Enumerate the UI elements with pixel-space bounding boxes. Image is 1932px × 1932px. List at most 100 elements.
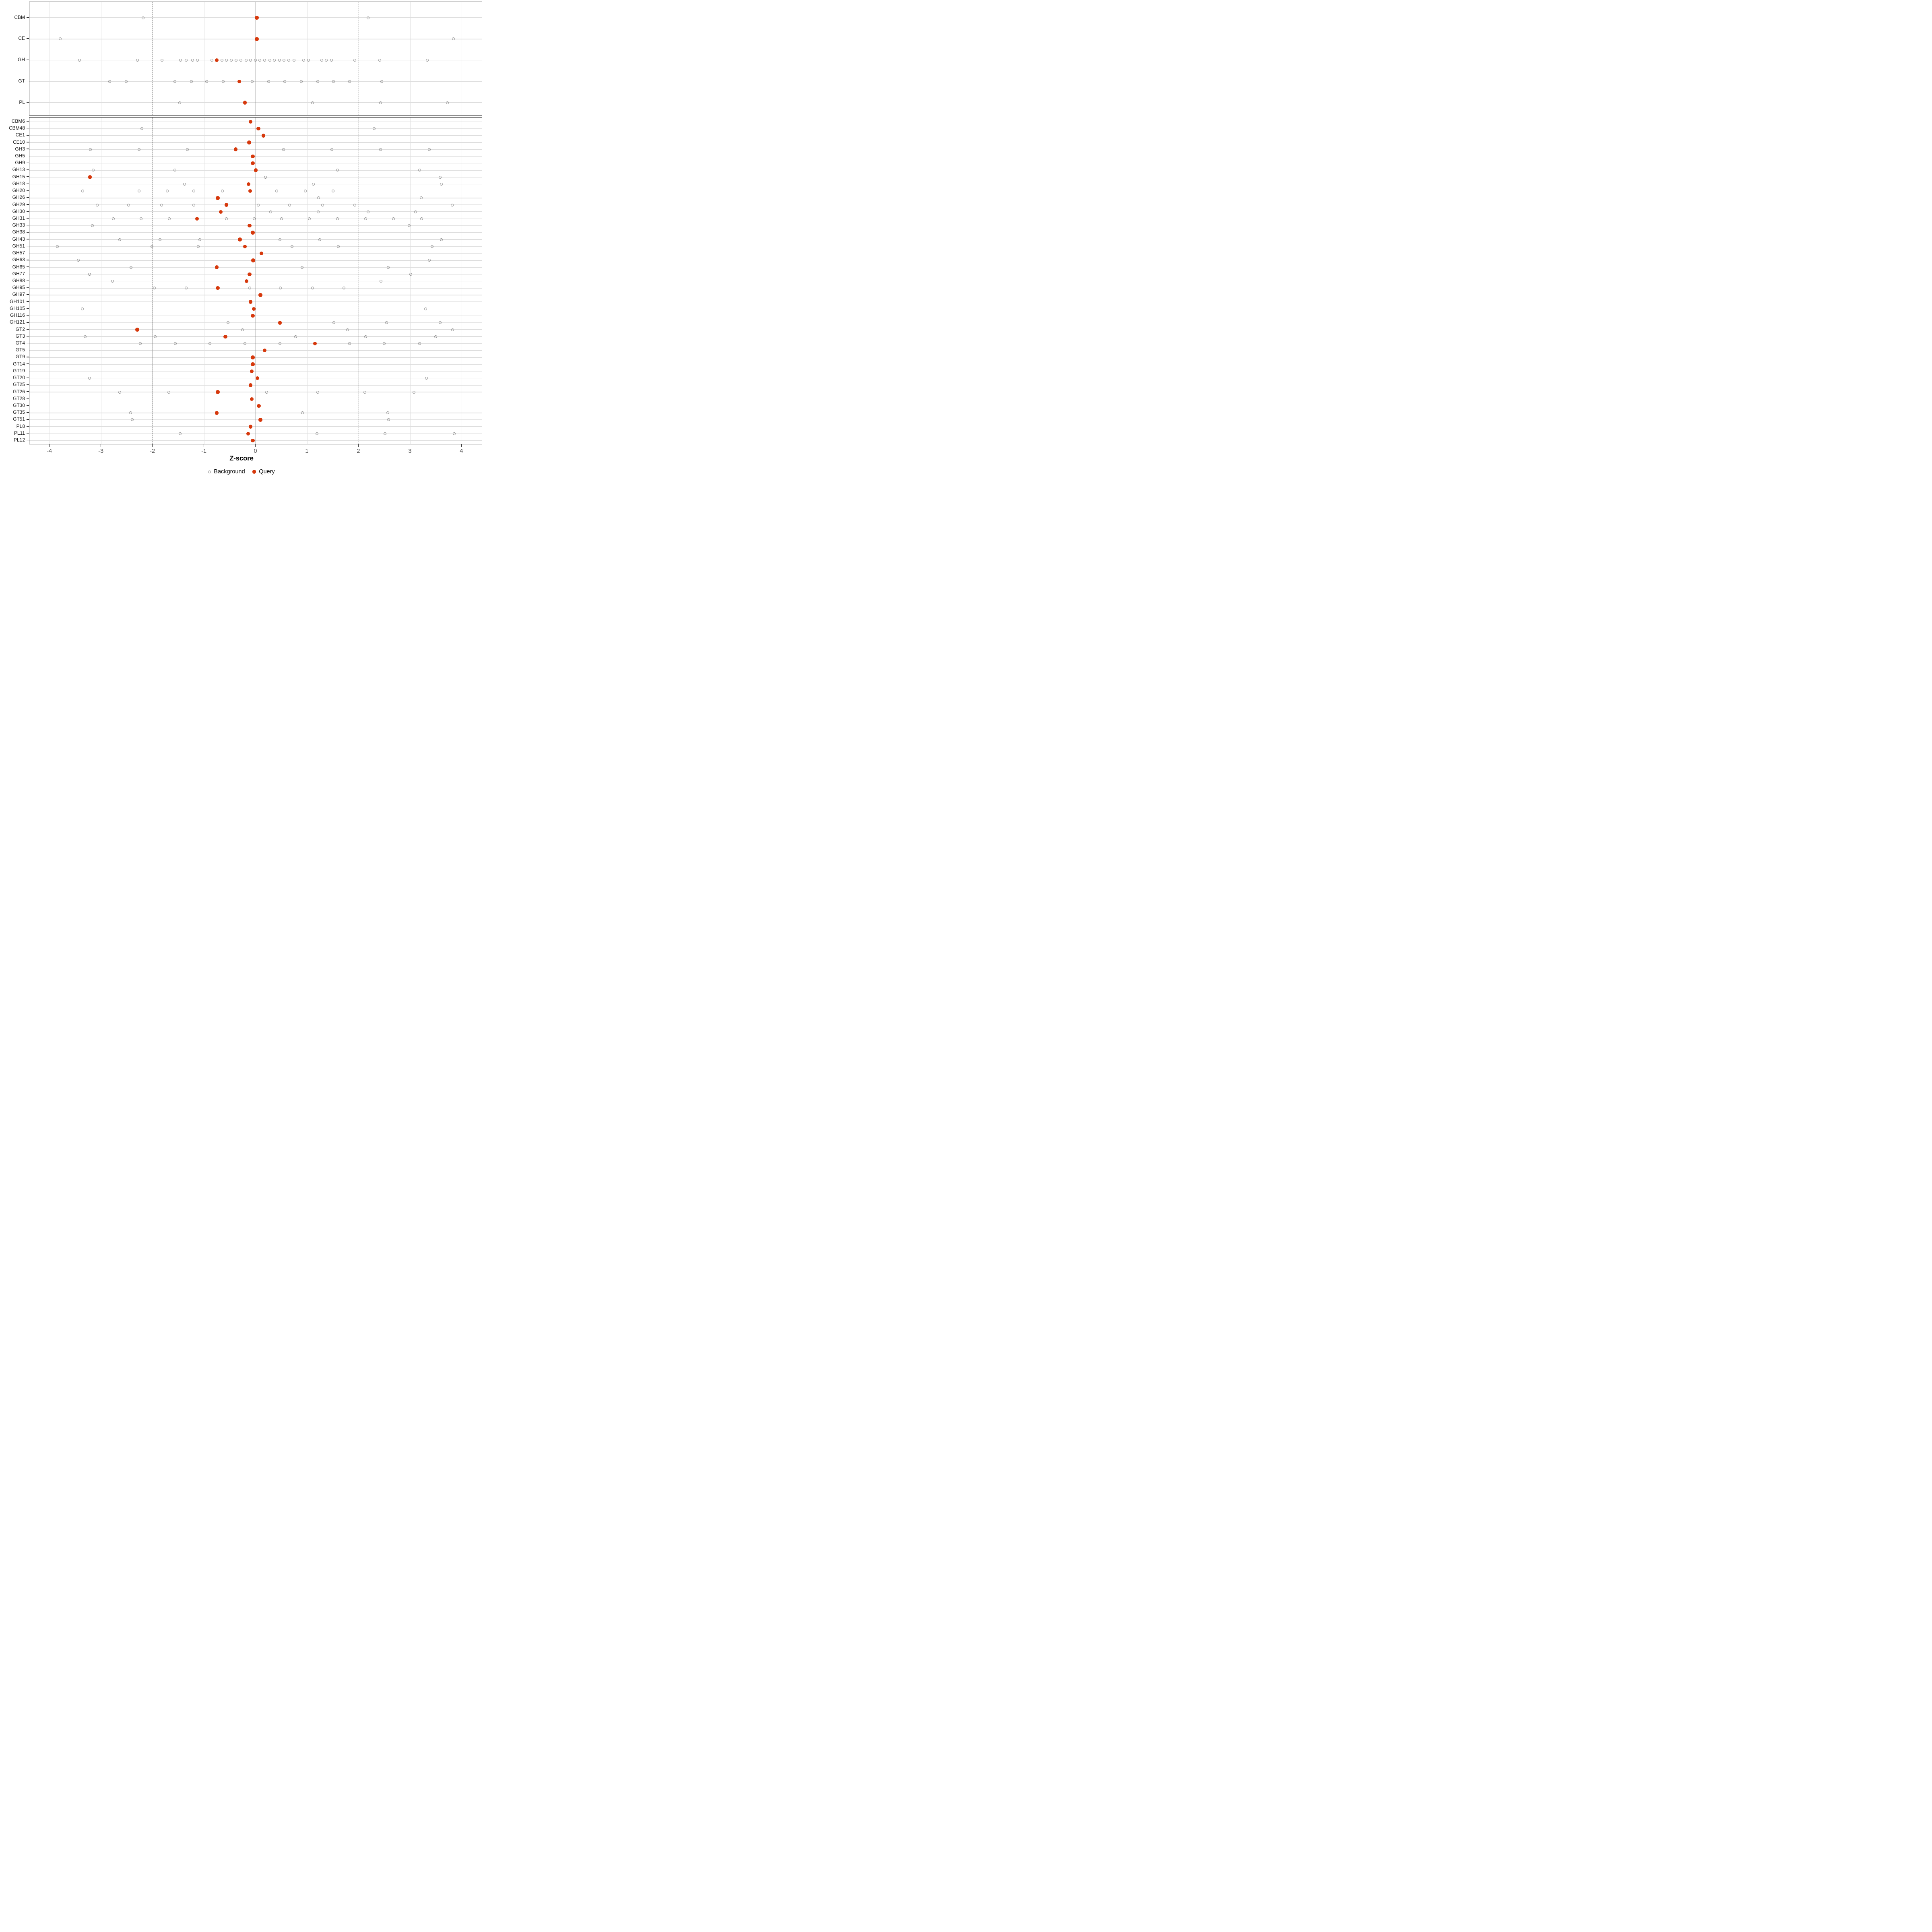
- row-label-GH51: GH51: [12, 243, 25, 249]
- y-tick-GT3: [26, 336, 29, 337]
- query-point: [248, 189, 252, 193]
- background-point: [420, 217, 423, 220]
- y-tick-GH38: [26, 232, 29, 233]
- background-point: [268, 59, 271, 62]
- row-gridline-GH5: [29, 156, 482, 157]
- background-point: [183, 182, 186, 186]
- background-point: [336, 169, 339, 172]
- background-point: [382, 342, 386, 345]
- query-point: [250, 397, 254, 401]
- background-point: [353, 203, 356, 206]
- background-point: [153, 287, 156, 290]
- background-point: [91, 224, 94, 227]
- y-tick-GH15: [26, 176, 29, 177]
- background-point: [316, 432, 319, 435]
- y-tick-GH51: [26, 246, 29, 247]
- background-point: [279, 287, 282, 290]
- row-label-GT19: GT19: [12, 367, 25, 374]
- y-tick-GH57: [26, 252, 29, 254]
- background-point: [366, 16, 369, 19]
- background-point: [185, 287, 188, 290]
- row-label-GT51: GT51: [12, 416, 25, 422]
- background-point: [150, 245, 153, 248]
- background-point: [258, 59, 262, 62]
- query-point: [248, 300, 253, 304]
- x-axis-title: Z-score: [229, 455, 254, 462]
- row-label-GH105: GH105: [9, 305, 25, 311]
- row-gridline-GT30: [29, 405, 482, 407]
- background-point: [316, 390, 319, 394]
- background-point: [280, 217, 283, 220]
- row-gridline-GH77: [29, 274, 482, 275]
- background-point: [428, 259, 431, 262]
- background-point: [118, 390, 122, 394]
- background-point: [380, 80, 384, 83]
- background-point: [278, 59, 281, 62]
- row-label-GH18: GH18: [12, 180, 25, 186]
- background-point: [58, 37, 62, 41]
- y-tick-GH95: [26, 287, 29, 288]
- row-gridline-PL11: [29, 433, 482, 434]
- background-point: [141, 16, 144, 19]
- y-tick-GH121: [26, 322, 29, 323]
- background-point: [198, 238, 201, 241]
- background-point: [364, 217, 367, 220]
- background-point: [84, 335, 87, 338]
- row-label-GT5: GT5: [15, 347, 25, 353]
- query-point: [243, 244, 247, 249]
- background-point: [244, 342, 247, 345]
- background-point: [348, 80, 351, 83]
- background-point: [330, 148, 334, 151]
- row-label-GH101: GH101: [9, 298, 25, 304]
- background-point: [137, 190, 140, 193]
- background-point: [88, 377, 91, 380]
- background-point: [173, 80, 177, 83]
- background-point: [239, 59, 242, 62]
- background-point: [191, 59, 194, 62]
- query-point: [248, 120, 253, 124]
- y-tick-GH101: [26, 301, 29, 302]
- row-label-GH63: GH63: [12, 257, 25, 263]
- row-label-GH29: GH29: [12, 201, 25, 207]
- query-point: [252, 307, 256, 311]
- row-label-GH88: GH88: [12, 278, 25, 283]
- query-point: [237, 79, 242, 84]
- background-point: [312, 182, 315, 186]
- query-point: [247, 140, 251, 144]
- row-gridline-GT4: [29, 343, 482, 344]
- y-tick-GH31: [26, 218, 29, 219]
- query-point: [251, 161, 255, 165]
- background-point: [179, 59, 182, 62]
- background-point: [331, 190, 334, 193]
- row-gridline-GH65: [29, 267, 482, 268]
- background-point: [332, 80, 335, 83]
- background-point: [452, 432, 456, 435]
- background-point: [124, 80, 128, 83]
- query-point: [195, 217, 199, 221]
- background-point: [221, 190, 224, 193]
- background-point: [317, 196, 320, 200]
- background-point: [325, 59, 328, 62]
- row-label-GT26: GT26: [12, 388, 25, 394]
- y-tick-CBM: [26, 17, 29, 18]
- background-point: [363, 390, 367, 394]
- background-point: [307, 59, 310, 62]
- y-tick-GT: [26, 80, 29, 82]
- y-tick-GH97: [26, 294, 29, 295]
- background-point: [165, 190, 169, 193]
- row-label-CE10: CE10: [12, 139, 25, 145]
- y-tick-PL: [26, 102, 29, 103]
- background-point: [332, 321, 336, 324]
- row-gridline-PL: [29, 102, 482, 103]
- background-point: [154, 335, 157, 338]
- background-point: [451, 328, 454, 331]
- x-tick-0: [255, 444, 256, 447]
- query-point: [261, 134, 266, 138]
- query-point: [248, 223, 252, 228]
- x-tick-label-0: 0: [254, 448, 257, 454]
- row-label-CBM6: CBM6: [11, 118, 25, 124]
- background-point: [316, 210, 320, 213]
- query-point: [246, 182, 251, 186]
- background-point: [192, 190, 196, 193]
- row-label-GH5: GH5: [15, 153, 25, 159]
